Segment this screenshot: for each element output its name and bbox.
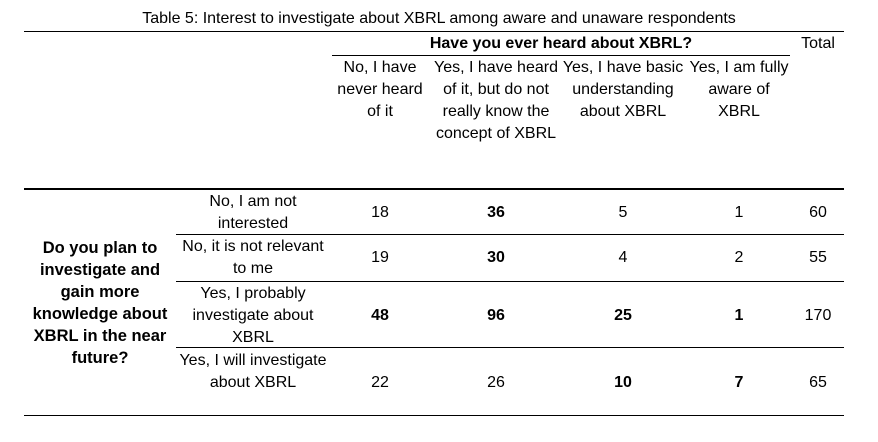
row-group-header: Do you plan to investigate and gain more… [32, 239, 168, 367]
table-cell: 36 [487, 204, 505, 221]
column-header-1: No, I have never heard of it [337, 59, 423, 120]
table-cell: 7 [734, 374, 744, 391]
column-group-header: Have you ever heard about XBRL? [429, 35, 693, 52]
row-total: 170 [804, 307, 832, 324]
row-rule-2 [176, 281, 844, 282]
row-label: Yes, I probably investigate about XBRL [192, 285, 314, 346]
row-rule-3 [176, 347, 844, 348]
table-cell: 4 [618, 249, 628, 266]
table-title: Table 5: Interest to investigate about X… [142, 10, 736, 27]
group-header-rule [332, 55, 790, 56]
column-header-2: Yes, I have heard of it, but do not real… [434, 59, 558, 142]
column-header-3: Yes, I have basic understanding about XB… [562, 59, 684, 120]
table-cell: 10 [614, 374, 632, 391]
row-total: 60 [809, 204, 827, 221]
row-label: No, I am not interested [209, 193, 297, 232]
table-cell: 1 [734, 307, 744, 324]
row-label: No, it is not relevant to me [182, 238, 324, 277]
table-cell: 22 [371, 374, 389, 391]
header-bottom-rule [24, 188, 844, 190]
row-rule-1 [176, 234, 844, 235]
table-cell: 2 [734, 249, 744, 266]
table-cell: 1 [734, 204, 744, 221]
table-cell: 48 [371, 307, 389, 324]
table-cell: 96 [487, 307, 505, 324]
total-header: Total [801, 35, 835, 52]
bottom-rule [24, 415, 844, 416]
row-total: 65 [809, 374, 827, 391]
table-cell: 25 [614, 307, 632, 324]
table-cell: 30 [487, 249, 505, 266]
table-cell: 26 [487, 374, 505, 391]
top-rule [24, 31, 844, 32]
table-cell: 18 [371, 204, 389, 221]
table-cell: 5 [618, 204, 628, 221]
row-total: 55 [809, 249, 827, 266]
row-label: Yes, I will investigate about XBRL [179, 352, 327, 391]
column-header-4: Yes, I am fully aware of XBRL [689, 59, 789, 120]
table-cell: 19 [371, 249, 389, 266]
